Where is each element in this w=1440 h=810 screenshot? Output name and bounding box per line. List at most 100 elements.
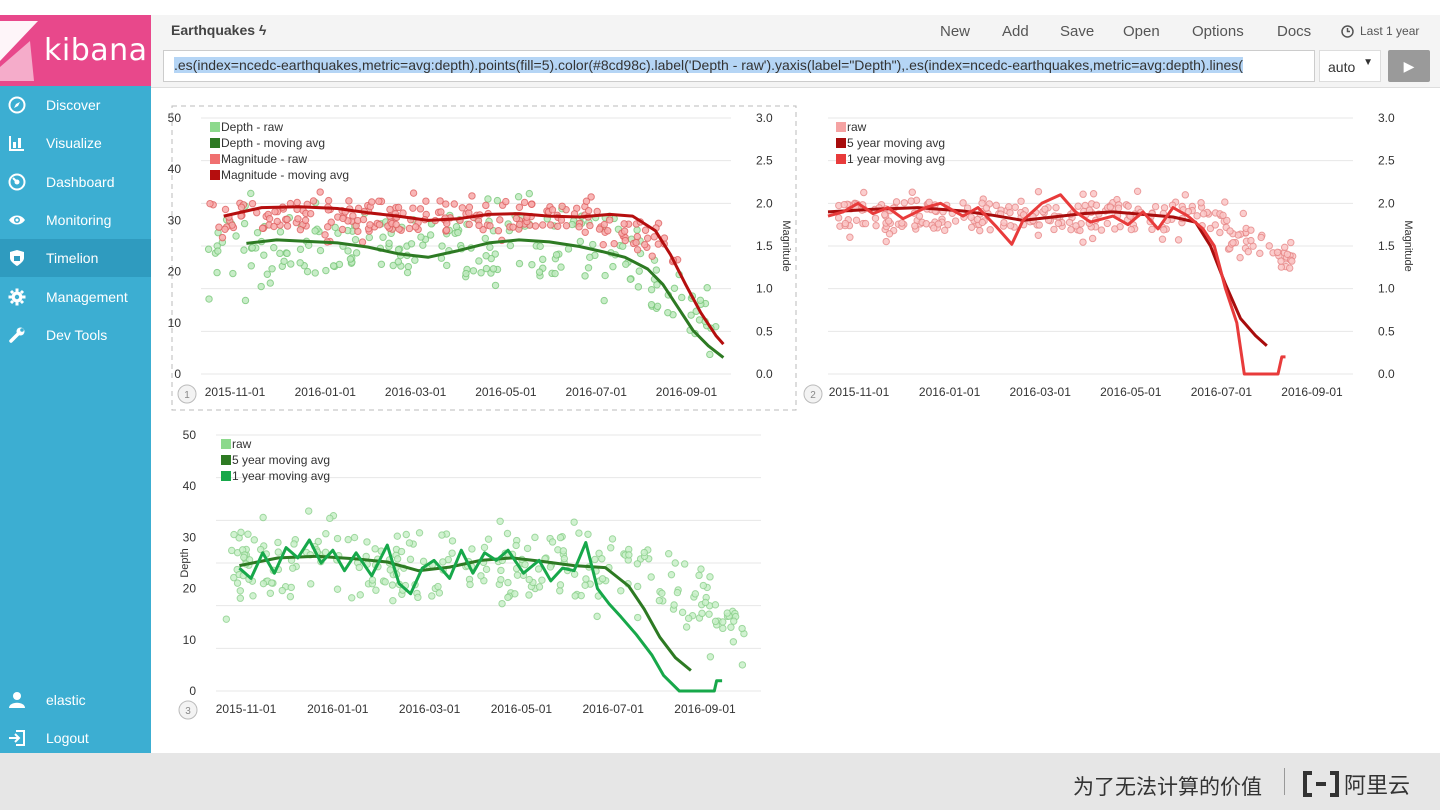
raw-point bbox=[582, 575, 590, 583]
raw-point bbox=[351, 236, 360, 244]
raw-point bbox=[438, 531, 446, 539]
raw-point bbox=[1065, 218, 1074, 227]
y2-axis-label: Magnitude bbox=[780, 220, 792, 271]
y2-tick-label: 0.5 bbox=[1378, 324, 1395, 338]
raw-point bbox=[377, 260, 386, 268]
raw-point bbox=[670, 284, 679, 292]
logo-text: kibana bbox=[44, 33, 148, 68]
raw-point bbox=[338, 225, 347, 234]
raw-point bbox=[705, 610, 713, 618]
raw-point bbox=[915, 212, 924, 220]
sidebar-item-monitoring[interactable]: Monitoring bbox=[0, 201, 151, 239]
raw-point bbox=[368, 576, 377, 584]
sidebar-item-management[interactable]: Management bbox=[0, 278, 151, 316]
logout-item[interactable]: Logout bbox=[0, 719, 151, 757]
raw-point bbox=[536, 242, 544, 251]
raw-point bbox=[587, 193, 595, 201]
add-button[interactable]: Add bbox=[1002, 23, 1029, 40]
raw-point bbox=[247, 189, 255, 198]
raw-point bbox=[204, 245, 213, 253]
raw-point bbox=[1088, 234, 1097, 243]
raw-point bbox=[482, 565, 491, 574]
x-tick-label: 2016-05-01 bbox=[475, 385, 537, 399]
interval-select[interactable]: auto ▼ bbox=[1319, 50, 1381, 82]
y2-tick-label: 1.5 bbox=[756, 239, 773, 253]
raw-point bbox=[465, 203, 474, 211]
raw-point bbox=[237, 528, 245, 537]
raw-point bbox=[599, 240, 607, 249]
raw-point bbox=[260, 251, 268, 259]
raw-point bbox=[393, 532, 402, 540]
save-button[interactable]: Save bbox=[1060, 23, 1095, 40]
raw-point bbox=[412, 223, 420, 231]
open-button[interactable]: Open bbox=[1123, 23, 1160, 40]
raw-point bbox=[240, 553, 248, 561]
raw-point bbox=[346, 255, 355, 263]
raw-point bbox=[278, 586, 286, 595]
sidebar-item-timelion[interactable]: Timelion bbox=[0, 239, 151, 278]
panel-number-badge bbox=[803, 384, 823, 404]
raw-point bbox=[247, 262, 255, 270]
sidebar-item-dashboard[interactable]: Dashboard bbox=[0, 163, 151, 201]
raw-point bbox=[493, 196, 502, 205]
raw-point bbox=[407, 240, 416, 248]
raw-point bbox=[233, 579, 242, 587]
user-item[interactable]: elastic bbox=[0, 681, 151, 719]
raw-point bbox=[1124, 202, 1132, 210]
raw-point bbox=[634, 613, 642, 622]
raw-point bbox=[711, 601, 720, 609]
raw-point bbox=[584, 530, 592, 538]
raw-point bbox=[609, 262, 617, 271]
kibana-logo[interactable]: kibana bbox=[0, 15, 151, 86]
raw-point bbox=[576, 237, 585, 246]
raw-point bbox=[1111, 225, 1119, 233]
expression-input[interactable]: .es(index=ncedc-earthquakes,metric=avg:d… bbox=[163, 50, 1315, 82]
panel-number-badge bbox=[177, 384, 197, 404]
raw-point bbox=[525, 189, 534, 198]
raw-point bbox=[1072, 222, 1080, 230]
gauge-icon bbox=[8, 173, 26, 191]
new-button[interactable]: New bbox=[940, 23, 971, 40]
time-picker[interactable]: Last 1 year bbox=[1341, 24, 1419, 38]
raw-point bbox=[719, 624, 727, 633]
legend-label: raw bbox=[847, 120, 867, 134]
sidebar-item-dev-tools[interactable]: Dev Tools bbox=[0, 316, 151, 354]
raw-point bbox=[670, 601, 678, 609]
y2-tick-label: 1.0 bbox=[1378, 282, 1395, 296]
docs-button[interactable]: Docs bbox=[1277, 23, 1312, 40]
raw-point bbox=[316, 188, 324, 196]
raw-point bbox=[581, 581, 589, 589]
raw-point bbox=[514, 193, 523, 201]
options-button[interactable]: Options bbox=[1192, 23, 1244, 40]
raw-point bbox=[496, 216, 504, 224]
raw-point bbox=[635, 267, 643, 275]
y-tick-label: 0 bbox=[174, 367, 181, 381]
raw-point bbox=[481, 234, 490, 243]
raw-point bbox=[491, 281, 500, 290]
sidebar-item-visualize[interactable]: Visualize bbox=[0, 124, 151, 162]
clock-icon bbox=[1341, 24, 1354, 38]
aliyun-logo-icon bbox=[1303, 771, 1339, 797]
raw-point bbox=[381, 578, 389, 586]
raw-point bbox=[719, 618, 727, 626]
raw-point bbox=[701, 598, 710, 607]
run-button[interactable]: ▶ bbox=[1388, 50, 1430, 82]
raw-point bbox=[528, 260, 536, 269]
x-tick-label: 2015-11-01 bbox=[829, 385, 890, 399]
y-tick-label: 20 bbox=[168, 265, 182, 279]
raw-point bbox=[641, 240, 649, 249]
raw-point bbox=[539, 255, 547, 264]
legend-label: Magnitude - moving avg bbox=[221, 168, 349, 182]
raw-point bbox=[486, 222, 494, 230]
raw-point bbox=[236, 594, 245, 602]
logout-label: Logout bbox=[46, 730, 89, 746]
raw-point bbox=[270, 222, 278, 231]
raw-point bbox=[653, 281, 661, 289]
x-tick-label: 2016-01-01 bbox=[307, 702, 369, 716]
raw-point bbox=[389, 261, 397, 270]
sidebar-item-discover[interactable]: Discover bbox=[0, 86, 151, 124]
raw-point bbox=[633, 560, 642, 568]
raw-point bbox=[271, 207, 279, 216]
series-line-depth-moving-avg bbox=[246, 238, 725, 359]
raw-point bbox=[274, 548, 282, 556]
